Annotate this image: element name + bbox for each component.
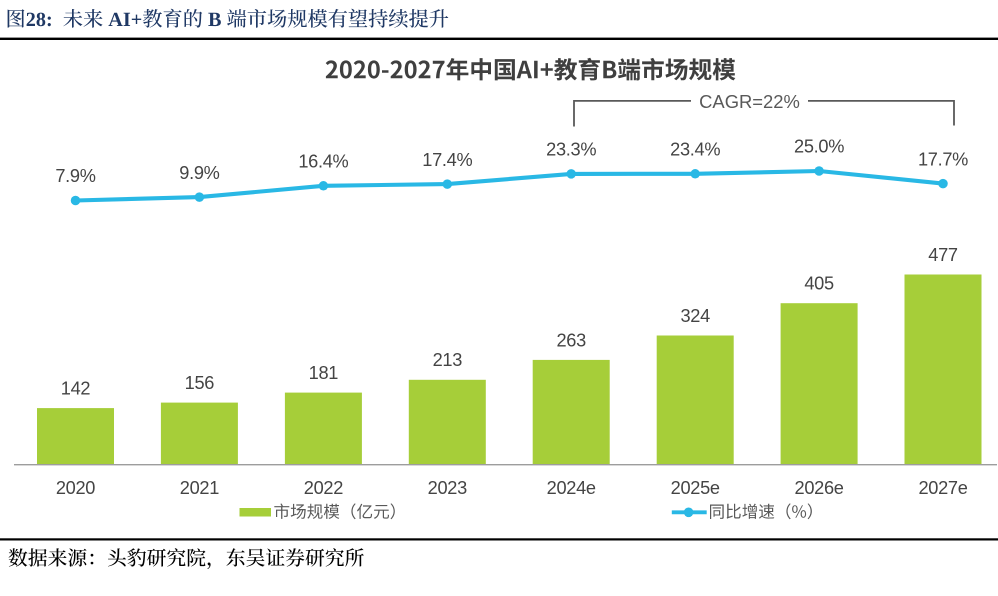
svg-text:9.9%: 9.9% [179,163,219,183]
svg-text:16.4%: 16.4% [298,152,348,172]
svg-text:17.7%: 17.7% [918,149,968,169]
svg-text:2023: 2023 [428,478,467,498]
svg-text:2026e: 2026e [795,478,844,498]
svg-text:213: 213 [433,350,463,370]
svg-text:2027e: 2027e [918,478,967,498]
svg-text:2022: 2022 [304,478,343,498]
svg-text:2024e: 2024e [547,478,596,498]
svg-text:2025e: 2025e [671,478,720,498]
svg-text:142: 142 [61,379,91,399]
svg-text:156: 156 [185,373,215,393]
svg-text:2021: 2021 [180,478,219,498]
svg-text:25.0%: 25.0% [794,137,844,157]
svg-text:CAGR=22%: CAGR=22% [699,91,800,112]
svg-text:477: 477 [928,245,958,265]
svg-text:7.9%: 7.9% [55,166,95,186]
svg-text:181: 181 [309,363,339,383]
svg-text:2020: 2020 [56,478,95,498]
svg-text:324: 324 [680,306,710,326]
svg-text:263: 263 [556,330,586,350]
svg-text:23.4%: 23.4% [670,140,720,160]
svg-text:17.4%: 17.4% [422,150,472,170]
svg-text:405: 405 [804,274,834,294]
svg-text:23.3%: 23.3% [546,140,596,160]
